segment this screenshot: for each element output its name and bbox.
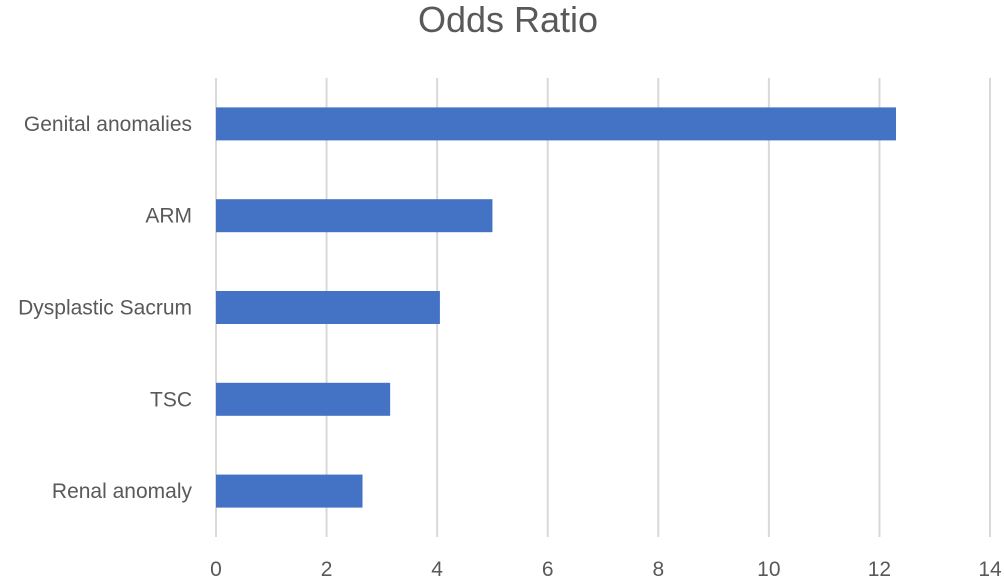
category-label: ARM [145, 205, 192, 228]
bars [216, 107, 897, 508]
x-tick-label: 12 [868, 558, 891, 579]
category-label: Genital anomalies [24, 113, 192, 136]
x-tick-label: 2 [321, 558, 333, 579]
bar-renal-anomaly [216, 474, 363, 508]
x-tick-label: 0 [210, 558, 222, 579]
bar-tsc [216, 382, 391, 416]
x-tick-label: 4 [431, 558, 443, 579]
category-label: Dysplastic Sacrum [18, 297, 192, 320]
x-tick-label: 10 [757, 558, 780, 579]
category-label: TSC [150, 388, 192, 411]
x-tick-label: 6 [542, 558, 554, 579]
category-labels: Genital anomalies ARM Dysplastic Sacrum TSC… [18, 113, 192, 503]
x-tick-label: 8 [652, 558, 664, 579]
bar-arm [216, 199, 493, 233]
x-axis-ticks: 0 2 4 6 8 10 12 14 [210, 558, 1002, 579]
bar-dysplastic-sacrum [216, 291, 440, 324]
chart-title: Odds Ratio [417, 0, 599, 40]
x-tick-label: 14 [978, 558, 1002, 579]
category-label: Renal anomaly [52, 480, 193, 503]
bar-genital-anomalies [216, 107, 897, 141]
